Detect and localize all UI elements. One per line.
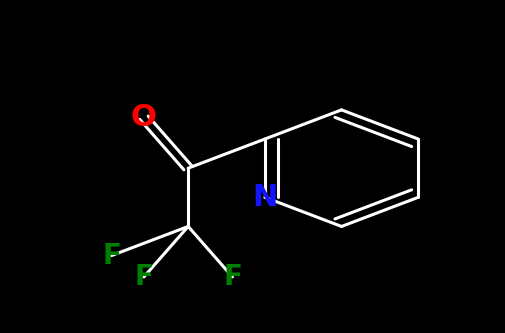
Text: O: O [131, 103, 157, 132]
Text: F: F [102, 241, 121, 270]
Text: F: F [134, 263, 153, 291]
Text: F: F [223, 263, 241, 291]
Text: N: N [251, 183, 277, 212]
